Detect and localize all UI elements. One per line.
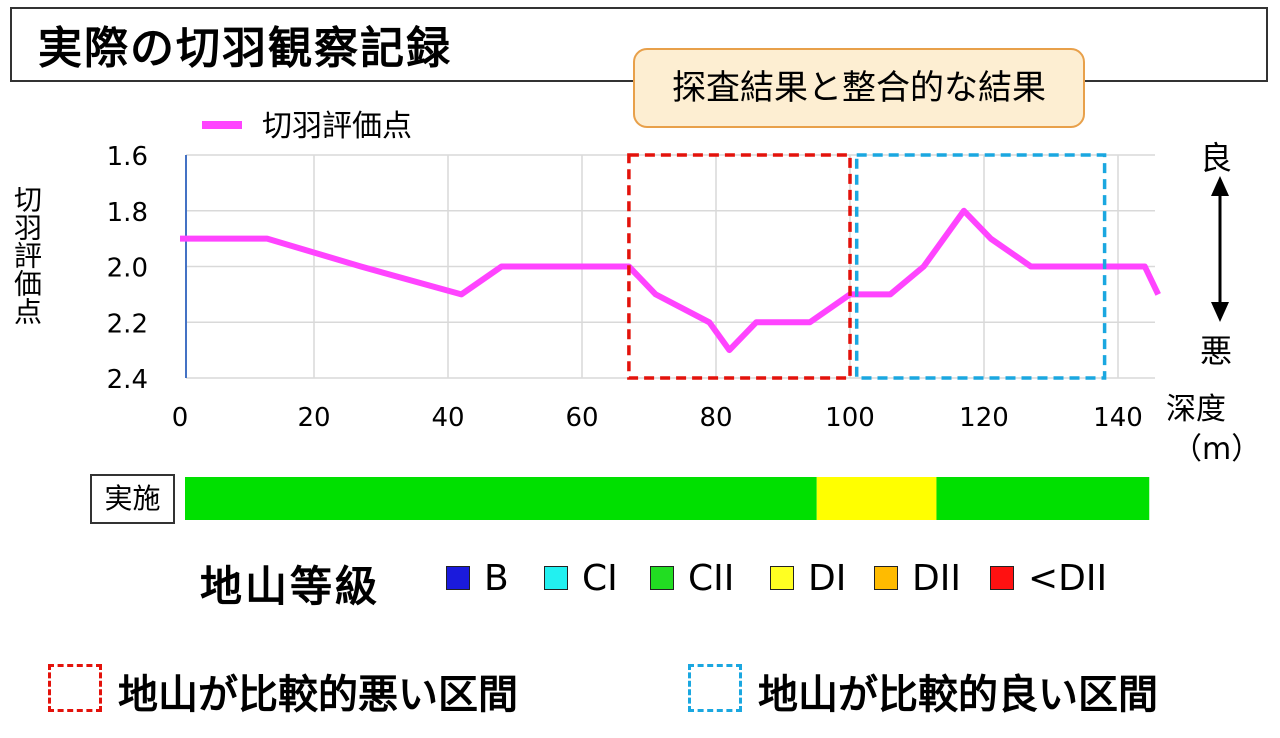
good-zone-label: 地山が比較的良い区間 bbox=[758, 672, 1158, 718]
implementation-segment-cii bbox=[936, 477, 1150, 520]
y-axis-label: 切羽評価点 bbox=[10, 185, 43, 325]
grade-label: B bbox=[484, 557, 509, 599]
x-tick-label: 20 bbox=[297, 403, 330, 433]
grade-label: CII bbox=[688, 557, 735, 599]
grade-label: <DII bbox=[1028, 557, 1108, 599]
grade-item-b: B bbox=[446, 556, 509, 600]
good-label: 良 bbox=[1200, 139, 1233, 177]
x-tick-label: 100 bbox=[825, 403, 875, 433]
grade-swatch bbox=[446, 566, 470, 590]
x-tick-label: 80 bbox=[699, 403, 732, 433]
x-axis-label: 深度 bbox=[1166, 392, 1226, 427]
legend-series-swatch bbox=[202, 121, 242, 129]
arrow-down-head bbox=[1211, 302, 1229, 322]
bad-region-box bbox=[627, 153, 852, 380]
arrow-up-head bbox=[1211, 176, 1229, 196]
callout-box: 探査結果と整合的な結果 bbox=[633, 48, 1085, 128]
x-tick-label: 140 bbox=[1093, 403, 1143, 433]
x-tick-label: 40 bbox=[431, 403, 464, 433]
grade-swatch bbox=[770, 566, 794, 590]
grade-item-ci: CI bbox=[544, 556, 618, 600]
implementation-segment-di bbox=[816, 477, 937, 520]
grade-label: DII bbox=[912, 557, 961, 599]
y-tick-label: 1.6 bbox=[107, 142, 148, 172]
y-tick-label: 2.2 bbox=[107, 309, 148, 339]
grade-item-below-dii: <DII bbox=[990, 556, 1107, 600]
grade-item-di: DI bbox=[770, 556, 846, 600]
bad-zone-key bbox=[48, 664, 102, 712]
x-tick-label: 60 bbox=[565, 403, 598, 433]
grade-item-cii: CII bbox=[650, 556, 734, 600]
series-line bbox=[180, 207, 1161, 354]
x-axis-unit: （m） bbox=[1172, 432, 1262, 467]
implementation-segment-cii bbox=[185, 477, 817, 520]
grade-swatch bbox=[990, 566, 1014, 590]
y-tick-label: 2.0 bbox=[107, 254, 148, 284]
good-region-box bbox=[854, 153, 1107, 380]
grade-item-dii: DII bbox=[874, 556, 961, 600]
y-tick-label: 2.4 bbox=[107, 365, 148, 395]
legend-series-label: 切羽評価点 bbox=[262, 109, 412, 144]
x-tick-label: 120 bbox=[959, 403, 1009, 433]
bad-label: 悪 bbox=[1200, 332, 1233, 370]
good-zone-key bbox=[688, 664, 742, 712]
grade-label: CI bbox=[582, 557, 618, 599]
grade-swatch bbox=[650, 566, 674, 590]
y-tick-label: 1.8 bbox=[107, 198, 148, 228]
grade-legend-title: 地山等級 bbox=[200, 562, 381, 611]
grade-swatch bbox=[874, 566, 898, 590]
page-title: 実際の切羽観察記録 bbox=[38, 23, 452, 74]
grade-label: DI bbox=[808, 557, 847, 599]
bad-zone-label: 地山が比較的悪い区間 bbox=[118, 672, 518, 718]
x-tick-label: 0 bbox=[172, 403, 189, 433]
grade-swatch bbox=[544, 566, 568, 590]
implementation-label: 実施 bbox=[90, 474, 175, 524]
